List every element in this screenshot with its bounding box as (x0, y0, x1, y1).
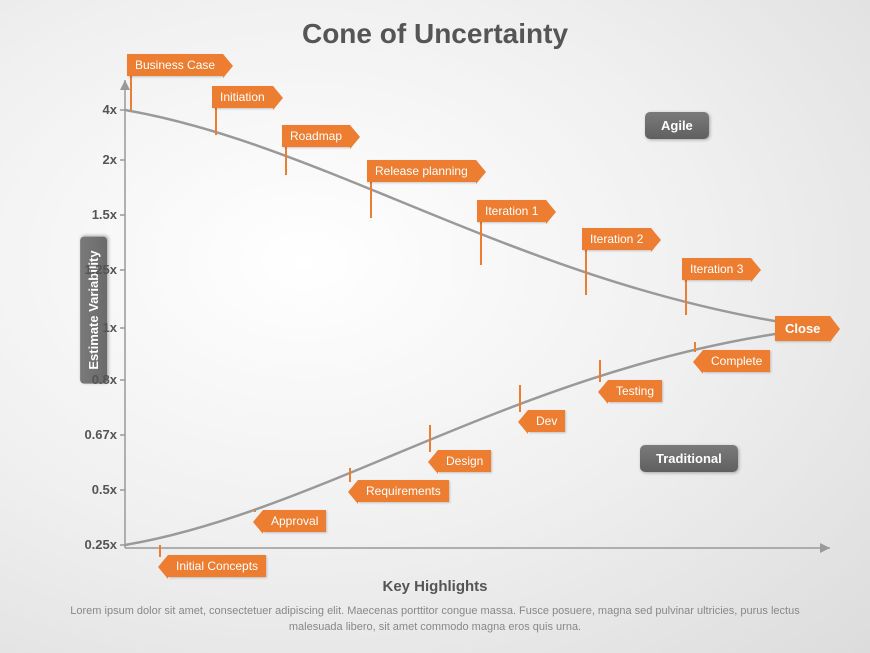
traditional-stage-tag: Approval (263, 510, 326, 532)
connector-line (130, 76, 132, 110)
cone-chart: Estimate Variability 4x 2x 1.5x 1.25x 1x 0.8x… (30, 50, 840, 570)
y-tick-label: 0.8x (67, 372, 117, 387)
y-tick-label: 0.5x (67, 482, 117, 497)
y-tick-label: 0.67x (67, 427, 117, 442)
agile-stage-tag: Iteration 3 (682, 258, 751, 280)
connector-line (599, 360, 601, 382)
traditional-stage-tag: Requirements (358, 480, 449, 502)
y-tick-label: 4x (67, 102, 117, 117)
connector-line (585, 250, 587, 295)
y-tick-label: 2x (67, 152, 117, 167)
y-tick-label: 1.5x (67, 207, 117, 222)
agile-stage-tag: Iteration 2 (582, 228, 651, 250)
close-tag: Close (775, 316, 830, 341)
traditional-label: Traditional (640, 445, 738, 472)
agile-stage-tag: Initiation (212, 86, 273, 108)
y-tick-label: 0.25x (67, 537, 117, 552)
chart-title: Cone of Uncertainty (0, 18, 870, 50)
traditional-stage-tag: Testing (608, 380, 662, 402)
agile-stage-tag: Roadmap (282, 125, 350, 147)
lorem-text: Lorem ipsum dolor sit amet, consectetuer… (50, 604, 820, 635)
y-axis-label: Estimate Variability (80, 236, 107, 383)
connector-line (519, 385, 521, 412)
agile-stage-tag: Business Case (127, 54, 223, 76)
connector-line (480, 222, 482, 265)
y-tick-label: 1.25x (67, 262, 117, 277)
connector-line (429, 425, 431, 452)
connector-line (215, 108, 217, 135)
traditional-stage-tag: Complete (703, 350, 770, 372)
agile-stage-tag: Iteration 1 (477, 200, 546, 222)
traditional-stage-tag: Dev (528, 410, 565, 432)
y-tick-label: 1x (67, 320, 117, 335)
key-highlights-label: Key Highlights (0, 578, 870, 595)
connector-line (370, 182, 372, 218)
connector-line (285, 147, 287, 175)
traditional-stage-tag: Design (438, 450, 491, 472)
agile-label: Agile (645, 112, 709, 139)
traditional-stage-tag: Initial Concepts (168, 555, 266, 577)
connector-line (685, 280, 687, 315)
agile-stage-tag: Release planning (367, 160, 476, 182)
